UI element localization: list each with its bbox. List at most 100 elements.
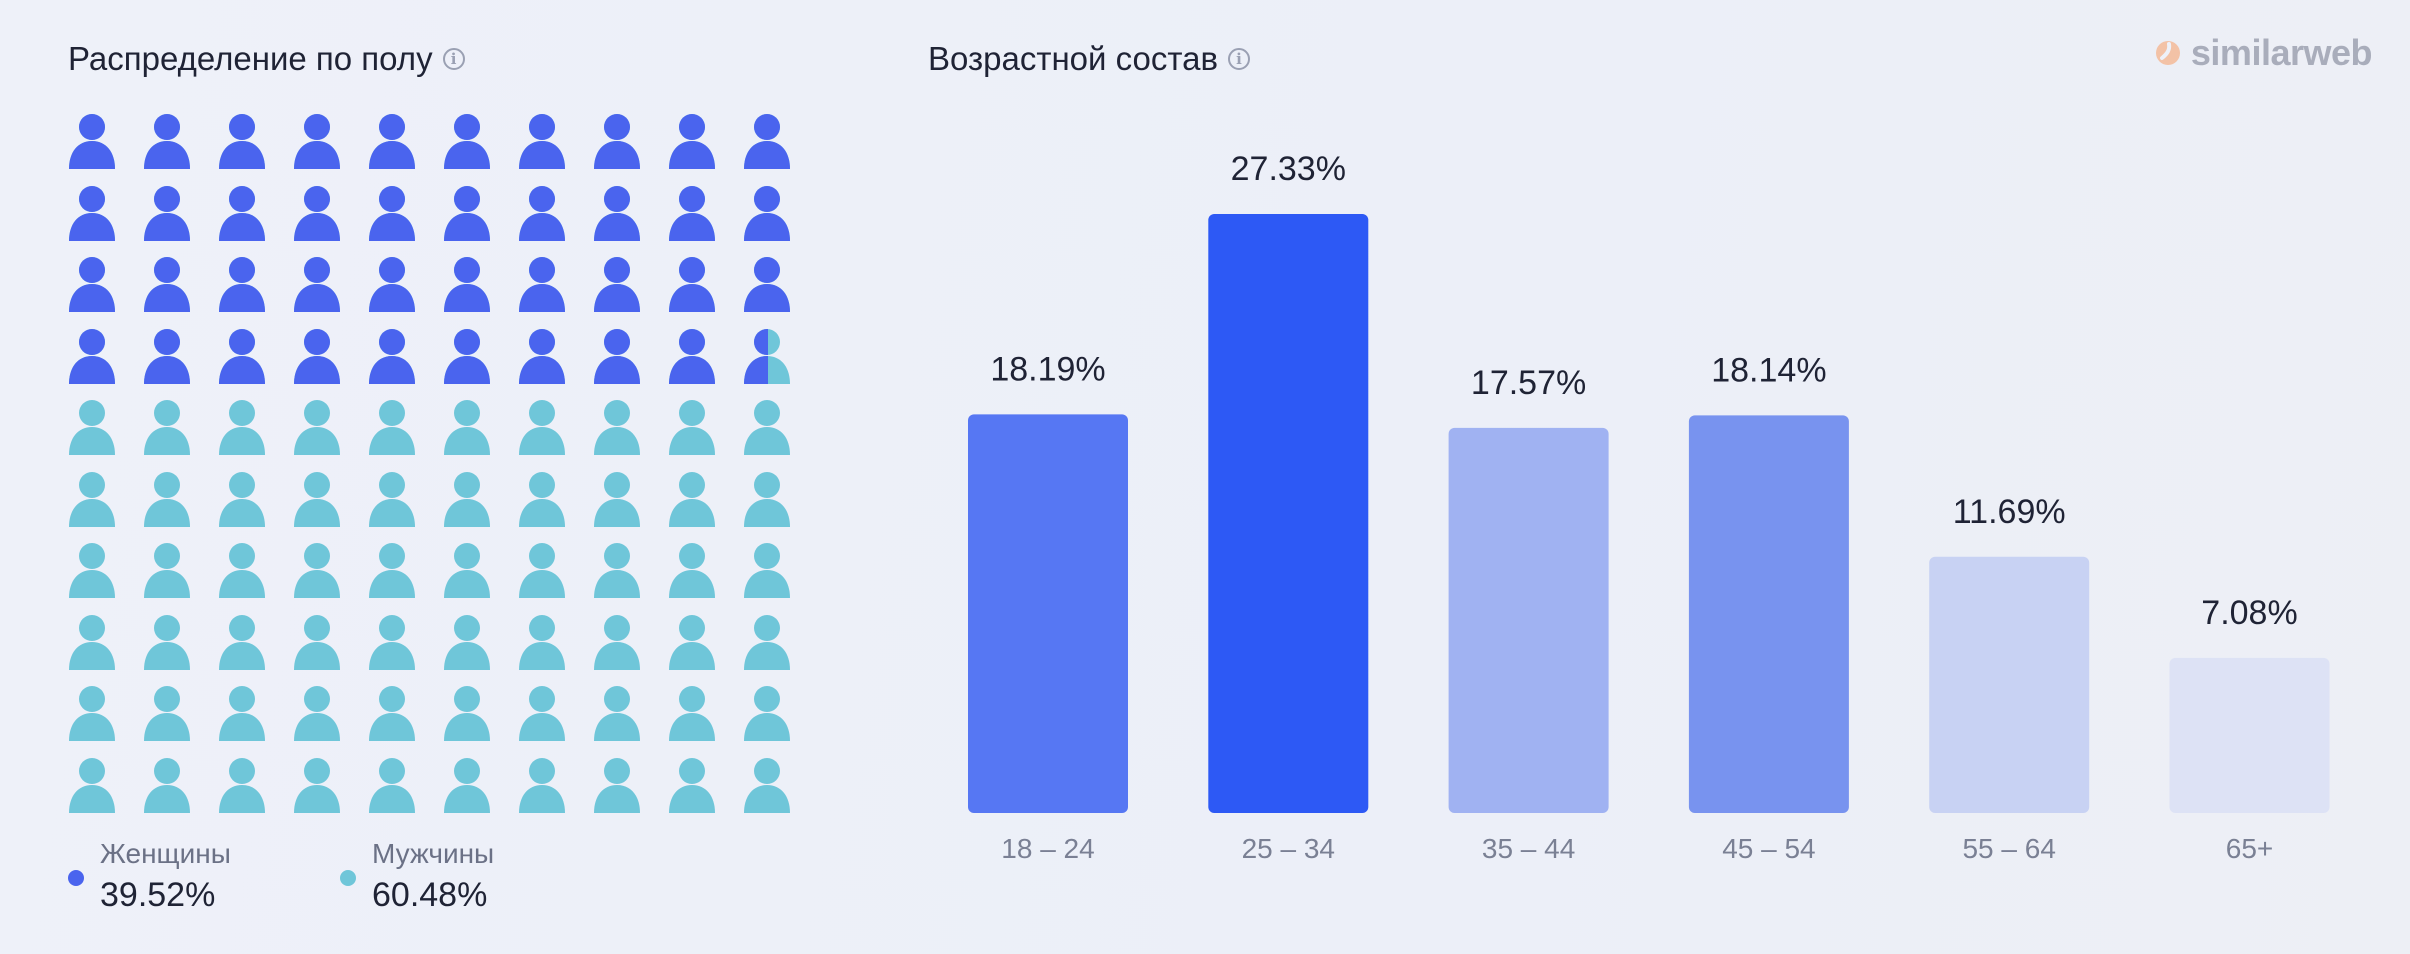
person-icon <box>219 185 265 241</box>
person-icon <box>69 400 115 455</box>
person-icon <box>444 471 490 527</box>
legend-male-value: 60.48% <box>372 876 488 914</box>
person-icon <box>594 471 640 527</box>
similarweb-logo-icon <box>2155 41 2180 65</box>
person-icon <box>69 543 115 598</box>
person-icon <box>69 257 115 312</box>
person-icon <box>669 686 715 741</box>
person-icon <box>744 185 790 241</box>
x-tick-label: 25 – 34 <box>1242 833 1335 864</box>
bar-value-label: 11.69% <box>1953 493 2066 531</box>
person-icon <box>444 400 490 455</box>
person-icon <box>519 114 565 169</box>
x-tick-label: 35 – 44 <box>1482 833 1575 864</box>
age-bar[interactable] <box>1929 556 2090 813</box>
person-icon <box>219 543 265 598</box>
person-icon <box>669 400 715 455</box>
person-icon <box>369 543 415 598</box>
person-icon <box>444 543 490 598</box>
male-color-dot <box>340 870 356 886</box>
person-icon <box>144 686 190 741</box>
person-icon <box>369 257 415 312</box>
person-icon <box>369 614 415 670</box>
person-icon <box>594 257 640 312</box>
info-icon[interactable]: i <box>1227 48 1250 70</box>
person-icon <box>219 114 265 169</box>
person-icon <box>594 400 640 455</box>
person-icon <box>219 400 265 455</box>
person-icon <box>144 114 190 169</box>
person-icon <box>519 400 565 455</box>
person-icon <box>294 471 340 527</box>
person-icon <box>144 543 190 598</box>
person-icon <box>669 257 715 312</box>
person-icon <box>294 614 340 670</box>
legend-female-value: 39.52% <box>100 876 216 914</box>
x-tick-label: 18 – 24 <box>1001 833 1094 864</box>
person-icon <box>594 757 640 813</box>
age-bar[interactable] <box>2169 657 2330 813</box>
person-icon <box>444 114 490 169</box>
person-icon <box>444 757 490 813</box>
bar-value-label: 17.57% <box>1471 364 1586 402</box>
person-icon <box>594 543 640 598</box>
person-icon <box>669 114 715 169</box>
info-icon[interactable]: i <box>442 48 465 70</box>
person-icon <box>444 257 490 312</box>
person-icon <box>669 471 715 527</box>
person-icon <box>369 328 415 384</box>
person-icon <box>519 686 565 741</box>
person-icon <box>594 114 640 169</box>
age-bar[interactable] <box>1448 427 1609 813</box>
person-icon <box>369 114 415 169</box>
person-icon <box>594 185 640 241</box>
person-icon <box>69 328 115 384</box>
bar-value-label: 18.14% <box>1711 351 1826 389</box>
person-icon <box>219 686 265 741</box>
gender-distribution-title: Распределение по полу i <box>68 40 465 78</box>
female-color-dot <box>68 870 84 886</box>
person-icon <box>294 185 340 241</box>
gender-title-text: Распределение по полу <box>68 40 433 77</box>
person-icon <box>219 614 265 670</box>
person-icon <box>294 114 340 169</box>
person-icon <box>69 614 115 670</box>
age-bar[interactable] <box>968 414 1128 813</box>
person-icon <box>69 185 115 241</box>
person-icon <box>294 328 340 384</box>
person-icon <box>144 471 190 527</box>
x-tick-label: 45 – 54 <box>1722 833 1815 864</box>
person-icon <box>144 257 190 312</box>
person-icon <box>744 328 790 384</box>
person-icon <box>369 471 415 527</box>
person-icon <box>669 185 715 241</box>
bar-value-label: 18.19% <box>990 350 1105 388</box>
person-icon <box>744 757 790 813</box>
person-icon <box>69 757 115 813</box>
person-icon <box>444 686 490 741</box>
age-title-text: Возрастной состав <box>928 40 1218 77</box>
age-bar[interactable] <box>1688 415 1849 813</box>
age-composition-title: Возрастной состав i <box>928 40 1250 78</box>
person-icon <box>519 543 565 598</box>
x-tick-label: 55 – 64 <box>1962 833 2055 864</box>
person-icon <box>669 614 715 670</box>
person-icon <box>294 257 340 312</box>
person-icon <box>519 471 565 527</box>
person-icon <box>744 686 790 741</box>
similarweb-logo: similarweb <box>2153 32 2373 74</box>
legend-female-label: Женщины <box>100 838 231 869</box>
person-icon <box>144 185 190 241</box>
person-icon <box>519 185 565 241</box>
age-bar[interactable] <box>1208 214 1369 813</box>
x-tick-label: 65+ <box>2226 833 2274 864</box>
person-icon <box>744 614 790 670</box>
person-icon <box>594 686 640 741</box>
person-icon <box>444 185 490 241</box>
person-icon <box>219 257 265 312</box>
brand-name: similarweb <box>2190 32 2373 73</box>
person-icon <box>444 328 490 384</box>
person-icon <box>144 400 190 455</box>
person-icon <box>69 686 115 741</box>
person-icon <box>669 328 715 384</box>
